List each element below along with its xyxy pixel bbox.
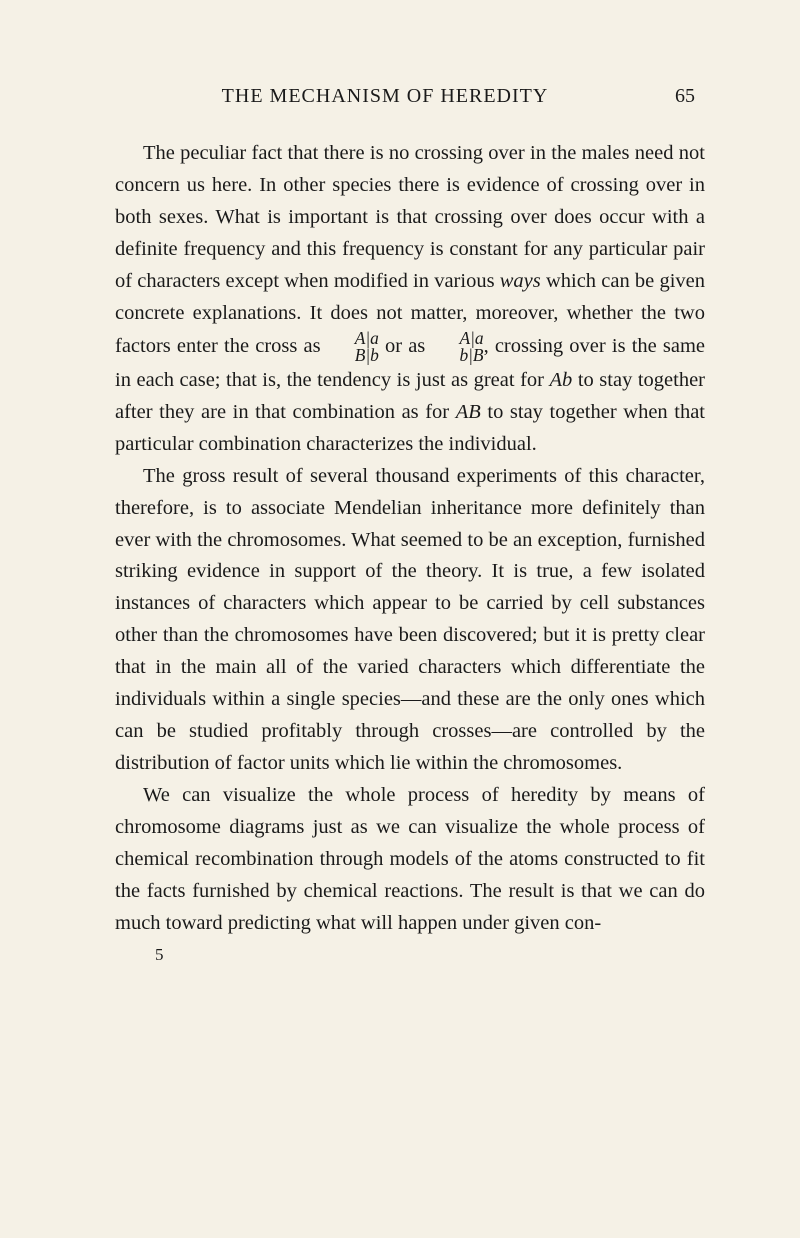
paragraph-1: The peculiar fact that there is no cross…	[115, 138, 705, 461]
p1-italic-ab2: AB	[456, 401, 481, 423]
page-number: 65	[675, 85, 695, 108]
fraction-2-bottom: b|B	[431, 347, 483, 364]
p1-text-3: or as	[379, 335, 432, 357]
paragraph-2: The gross result of several thousand exp…	[115, 461, 705, 781]
running-title: THE MECHANISM OF HEREDITY	[125, 85, 645, 108]
body-text: The peculiar fact that there is no cross…	[115, 138, 705, 969]
paragraph-3: We can visualize the whole process of he…	[115, 780, 705, 940]
p1-italic-ab1: Ab	[550, 369, 573, 391]
fraction-2: A|ab|B	[431, 330, 483, 365]
signature-number: 5	[115, 942, 705, 969]
p1-italic-ways: ways	[500, 270, 541, 292]
fraction-1: A|aB|b	[327, 330, 379, 365]
fraction-1-bottom: B|b	[327, 347, 379, 364]
page-header: THE MECHANISM OF HEREDITY 65	[115, 85, 705, 108]
